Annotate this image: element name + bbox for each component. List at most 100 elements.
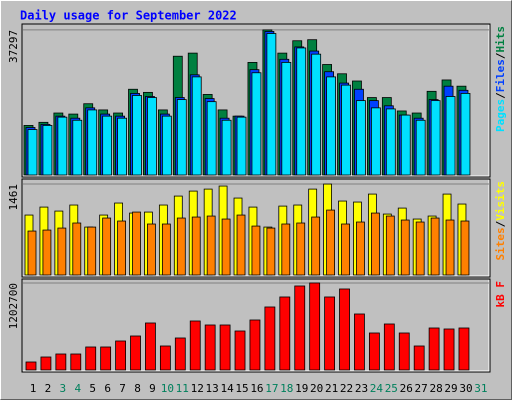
bar (161, 223, 171, 276)
bar (385, 215, 395, 276)
bar (368, 332, 380, 371)
bar (339, 288, 350, 371)
x-tick-label: 26 (400, 382, 413, 395)
bar (311, 53, 322, 176)
bar (147, 223, 156, 276)
bar (264, 306, 276, 371)
bar (176, 217, 186, 276)
bar (27, 230, 37, 276)
bar (354, 313, 365, 371)
bar (40, 356, 52, 371)
bar (266, 227, 276, 276)
bar (189, 320, 201, 371)
bar (341, 223, 350, 276)
x-tick-label: 27 (415, 382, 428, 395)
bar (356, 100, 366, 176)
x-tick-label: 17 (265, 382, 278, 395)
legend-separator: / (494, 92, 507, 99)
x-tick-label: 18 (280, 382, 293, 395)
bar (85, 346, 97, 371)
legend-entry: kB F (494, 281, 507, 308)
y-tick-label: 37297 (7, 30, 20, 63)
bar (236, 116, 247, 176)
bar (27, 129, 38, 176)
x-tick-label: 6 (104, 382, 111, 395)
bar (147, 97, 157, 176)
x-tick-label: 2 (45, 382, 52, 395)
x-tick-label: 9 (149, 382, 156, 395)
legend-entry: Pages (494, 99, 507, 132)
bar (370, 107, 381, 176)
bar (311, 216, 321, 276)
bar (117, 220, 126, 276)
bar (100, 346, 112, 371)
legend: kB F (494, 281, 507, 308)
x-tick-label: 1 (30, 382, 37, 395)
bar (398, 332, 410, 371)
x-tick-label: 28 (429, 382, 442, 395)
legend-separator: / (494, 52, 507, 59)
bar (42, 125, 53, 176)
bar (383, 323, 395, 371)
x-tick-label: 24 (370, 382, 384, 395)
bar (294, 285, 306, 371)
bar (102, 115, 113, 176)
bar (87, 226, 97, 276)
bar (251, 72, 262, 176)
plot-edge (23, 280, 490, 372)
bar (25, 361, 37, 371)
bar (296, 222, 306, 276)
legend: Pages/Files/Hits (494, 26, 507, 132)
bar (221, 119, 232, 176)
bar (191, 216, 201, 276)
x-tick-label: 10 (161, 382, 174, 395)
bar (236, 214, 246, 276)
bar (430, 100, 441, 176)
x-tick-label: 20 (310, 382, 323, 395)
bar (428, 327, 440, 371)
y-tick-label: 1202700 (7, 283, 20, 329)
x-tick-label: 31 (474, 382, 487, 395)
bar (117, 117, 127, 176)
bar (221, 218, 231, 276)
bar (266, 33, 277, 176)
bar (70, 353, 82, 371)
bar (115, 340, 126, 371)
bar (326, 76, 337, 176)
bar (445, 96, 456, 176)
legend-entry: Visits (494, 181, 507, 221)
bar (385, 108, 396, 176)
bar (415, 119, 426, 176)
bar (42, 229, 52, 276)
bar (324, 296, 336, 371)
bar (341, 84, 351, 176)
x-tick-label: 12 (191, 382, 204, 395)
bar (191, 76, 202, 176)
bar (206, 215, 216, 276)
bar (458, 327, 470, 371)
plot-edge (23, 25, 490, 177)
legend-entry: Sites (494, 227, 507, 260)
x-tick-label: 13 (206, 382, 219, 395)
legend-separator: / (494, 220, 507, 227)
bar (159, 345, 171, 371)
bar (161, 115, 172, 176)
legend: Sites/Visits (494, 181, 507, 261)
x-tick-label: 5 (89, 382, 96, 395)
legend-entry: Hits (494, 26, 507, 53)
x-tick-label: 25 (385, 382, 398, 395)
x-tick-label: 11 (176, 382, 189, 395)
bar (370, 212, 380, 276)
bar (279, 296, 291, 371)
bar (400, 114, 411, 176)
bar (87, 109, 98, 176)
bar (55, 353, 67, 371)
x-tick-label: 15 (235, 382, 248, 395)
x-tick-label: 19 (295, 382, 308, 395)
bar (72, 119, 83, 176)
x-tick-label: 29 (444, 382, 457, 395)
x-tick-label: 8 (134, 382, 141, 395)
bar (460, 220, 470, 276)
